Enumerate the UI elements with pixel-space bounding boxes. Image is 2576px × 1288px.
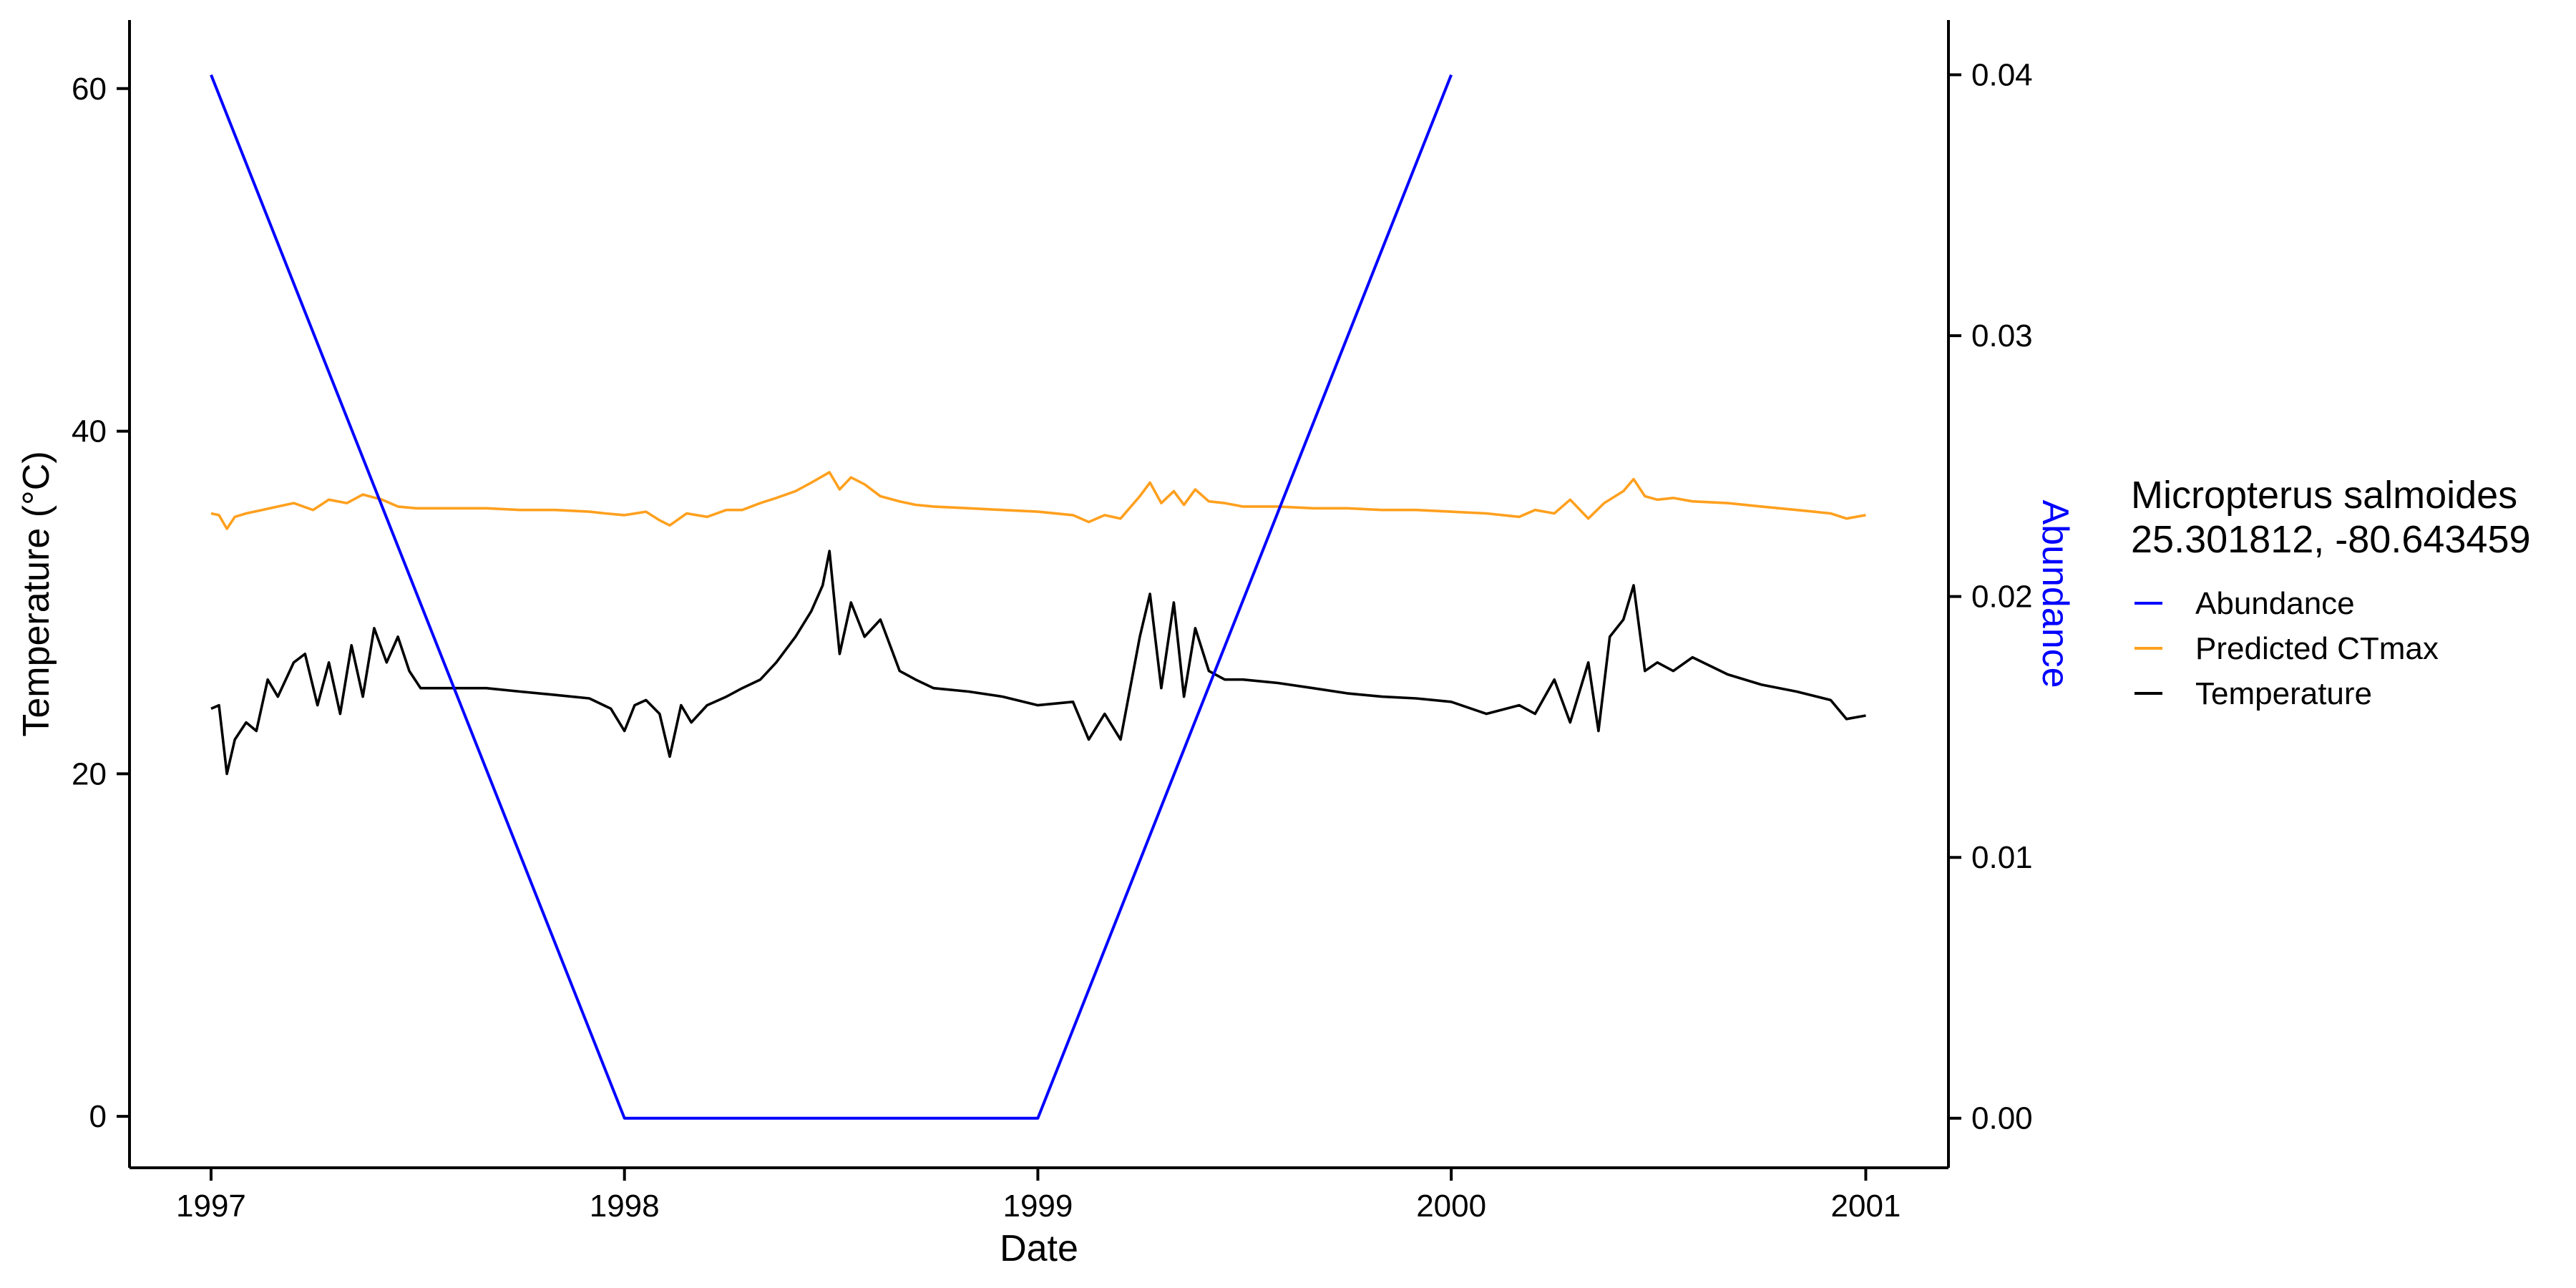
plot-area [210, 74, 1866, 1120]
ticks: 1997 1998 1999 2000 2001 0 20 40 60 0.00 0.01 0.02 0… [72, 58, 2033, 1224]
legend-title-line2: 25.301812, -80.643459 [2131, 518, 2531, 561]
y-right-tick-label-0.03: 0.03 [1971, 318, 2033, 353]
legend-item-temperature: Temperature [2135, 676, 2372, 711]
y-left-tick-label-0: 0 [89, 1099, 107, 1134]
y-right-tick-label-0.02: 0.02 [1971, 580, 2033, 615]
series-line-predicted-ctmax [210, 471, 1866, 530]
x-tick-label-1997: 1997 [176, 1189, 246, 1224]
legend-label-abundance: Abundance [2195, 586, 2355, 621]
series-line-abundance [210, 74, 1453, 1120]
y-right-tick-label-0.04: 0.04 [1971, 58, 2033, 93]
x-tick-label-2001: 2001 [1831, 1189, 1901, 1224]
legend-item-predicted-ctmax: Predicted CTmax [2135, 631, 2439, 666]
legend: Micropterus salmoides 25.301812, -80.643… [2131, 474, 2531, 711]
x-tick-label-2000: 2000 [1416, 1189, 1486, 1224]
x-tick-label-1999: 1999 [1002, 1189, 1073, 1224]
legend-label-temperature: Temperature [2195, 676, 2372, 711]
axes [128, 20, 1950, 1169]
legend-item-abundance: Abundance [2135, 586, 2355, 621]
y-right-tick-label-0.01: 0.01 [1971, 840, 2033, 875]
series-line-temperature [210, 550, 1866, 776]
y-left-tick-label-60: 60 [72, 72, 107, 107]
y-axis-right-title: Abundance [2034, 499, 2076, 688]
legend-title-line1: Micropterus salmoides [2131, 474, 2517, 517]
x-tick-label-1998: 1998 [590, 1189, 660, 1224]
y-right-tick-label-0.00: 0.00 [1971, 1101, 2033, 1136]
y-axis-left-title: Temperature (°C) [16, 451, 57, 736]
legend-label-predicted-ctmax: Predicted CTmax [2195, 631, 2439, 666]
y-left-tick-label-40: 40 [72, 414, 107, 449]
y-left-tick-label-20: 20 [72, 756, 107, 791]
x-axis-title: Date [1000, 1228, 1078, 1269]
